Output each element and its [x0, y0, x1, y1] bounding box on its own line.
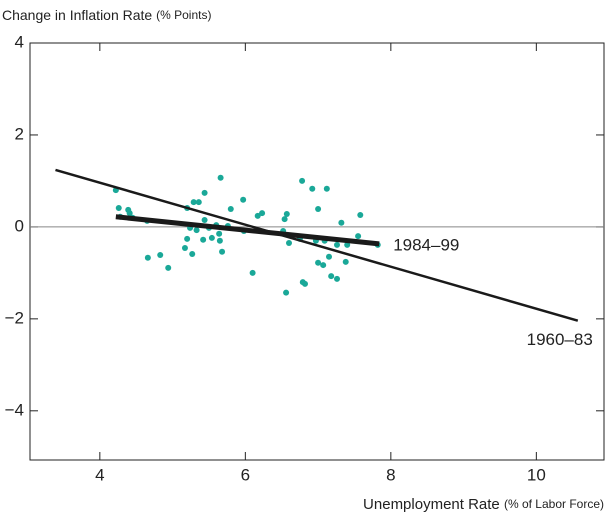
point: [165, 264, 172, 271]
point: [323, 185, 330, 192]
point: [201, 217, 208, 224]
point: [240, 196, 247, 203]
point: [355, 233, 362, 240]
trend-line: [115, 214, 380, 247]
point: [309, 185, 316, 192]
y-axis-label: Change in Inflation Rate (% Points): [2, 7, 211, 23]
point: [216, 230, 223, 237]
point: [315, 205, 322, 212]
y-tick-label: −2: [5, 308, 24, 327]
point: [190, 199, 197, 206]
y-tick-label: −4: [5, 400, 24, 419]
x-tick-label: 10: [527, 465, 546, 484]
point: [299, 177, 306, 184]
point: [144, 254, 151, 261]
trend-label: 1960–83: [527, 330, 593, 349]
y-label-unit: (% Points): [156, 8, 211, 22]
point: [126, 210, 133, 217]
point: [301, 280, 308, 287]
x-label: Unemployment Rate: [363, 496, 500, 513]
point: [283, 289, 290, 296]
point: [344, 241, 351, 248]
x-axis-label: Unemployment Rate (% of Labor Force): [363, 496, 604, 513]
point: [201, 189, 208, 196]
point: [315, 259, 322, 266]
point: [181, 245, 188, 252]
x-tick-label: 6: [241, 465, 250, 484]
point: [249, 269, 256, 276]
x-tick-label: 4: [95, 465, 104, 484]
point: [193, 227, 200, 234]
point: [320, 262, 327, 269]
point: [334, 241, 341, 248]
plot-frame: [29, 42, 605, 461]
point: [357, 211, 364, 218]
point: [283, 211, 290, 218]
y-tick-label: 2: [15, 124, 24, 143]
point: [227, 205, 234, 212]
point: [208, 234, 215, 241]
point: [328, 273, 335, 280]
point: [254, 212, 261, 219]
point: [285, 239, 292, 246]
y-tick-label: 0: [15, 216, 24, 235]
point: [200, 236, 207, 243]
point: [195, 199, 202, 206]
x-label-unit: (% of Labor Force): [504, 497, 604, 511]
point: [216, 237, 223, 244]
point: [217, 174, 224, 181]
point: [259, 210, 266, 217]
x-tick-label: 8: [386, 465, 395, 484]
point: [157, 251, 164, 258]
point: [184, 235, 191, 242]
point: [326, 253, 333, 260]
point: [342, 258, 349, 265]
point: [338, 219, 345, 226]
y-tick-label: 4: [15, 32, 24, 51]
trend-label: 1984–99: [393, 235, 459, 254]
point: [189, 251, 196, 258]
point: [281, 216, 288, 223]
trend-line: [55, 168, 579, 322]
point: [115, 205, 122, 212]
y-label: Change in Inflation Rate: [2, 7, 152, 23]
point: [334, 275, 341, 282]
point: [219, 248, 226, 255]
